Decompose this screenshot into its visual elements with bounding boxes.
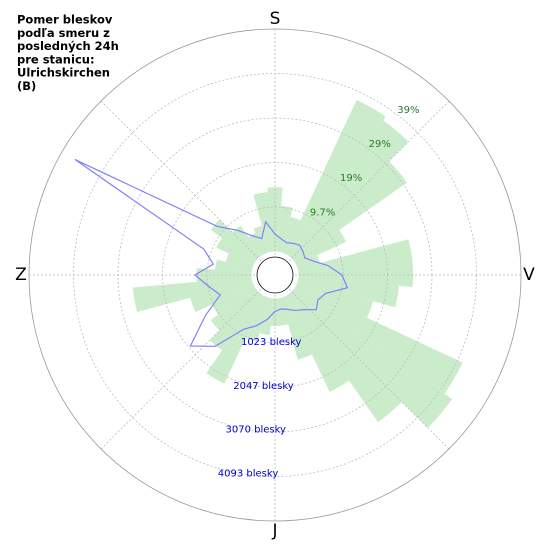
bar-wedge xyxy=(296,255,320,269)
bar-wedge xyxy=(210,219,259,262)
r-tick-label: 9.7% xyxy=(310,207,335,218)
count-line xyxy=(74,158,349,347)
grid-ring xyxy=(206,206,344,344)
title-line: pre stanicu: xyxy=(17,52,95,66)
direction-label: S xyxy=(270,9,281,29)
bar-wedge xyxy=(259,297,273,335)
r2-tick-label: 1023 blesky xyxy=(241,337,302,348)
bar-wedge xyxy=(288,291,402,423)
bar-wedge xyxy=(294,229,347,266)
r2-tick-label: 4093 blesky xyxy=(218,468,279,479)
bar-wedge xyxy=(216,237,256,266)
bar-wedge xyxy=(267,187,283,252)
bar-wedge xyxy=(291,161,407,262)
r-tick-label: 39% xyxy=(397,105,419,116)
r2-tick-label: 2047 blesky xyxy=(233,381,294,392)
bar-wedge xyxy=(225,253,254,269)
bar-wedge xyxy=(281,216,301,254)
bar-wedge xyxy=(297,277,399,308)
bar-wedge xyxy=(212,284,256,315)
title-line: podľa smeru z xyxy=(17,26,110,40)
bar-wedge xyxy=(277,297,289,326)
radial-grid xyxy=(100,274,276,450)
bar-wedge xyxy=(284,294,350,392)
title-line: Pomer bleskov xyxy=(17,13,113,27)
direction-label: Z xyxy=(15,265,27,285)
bar-wedge xyxy=(294,284,463,394)
bar-wedge xyxy=(132,277,253,312)
radial-grid xyxy=(274,100,450,276)
grid-ring xyxy=(162,162,388,388)
bar-wedge xyxy=(210,288,259,331)
bar-wedge xyxy=(190,281,254,313)
bar-wedge xyxy=(232,225,262,259)
title-line: posledných 24h xyxy=(17,39,119,53)
title-line: (B) xyxy=(17,79,36,93)
grid-ring xyxy=(73,73,477,477)
title-line: Ulrichskirchen xyxy=(17,66,110,80)
r-tick-label: 29% xyxy=(369,139,391,150)
bar-wedge xyxy=(248,232,266,256)
bar-wedge xyxy=(196,268,252,282)
bar-wedge xyxy=(291,288,453,428)
radial-grid xyxy=(100,100,276,276)
bar-wedge xyxy=(296,281,374,318)
bar-wedge xyxy=(209,291,262,351)
r-tick-label: 19% xyxy=(340,173,362,184)
bar-wedge xyxy=(215,259,253,273)
bar-wedge xyxy=(277,205,293,253)
bar-wedge xyxy=(253,225,269,254)
outer-ring xyxy=(28,28,522,522)
bar-wedge xyxy=(281,296,313,360)
grid-ring xyxy=(117,117,433,433)
direction-label: J xyxy=(271,521,277,541)
bar-wedge xyxy=(245,296,269,343)
bar-wedge xyxy=(206,294,266,384)
r2-tick-label: 3070 blesky xyxy=(225,425,286,436)
radial-grid xyxy=(274,274,450,450)
center-hole xyxy=(256,256,294,294)
direction-label: V xyxy=(523,265,535,285)
